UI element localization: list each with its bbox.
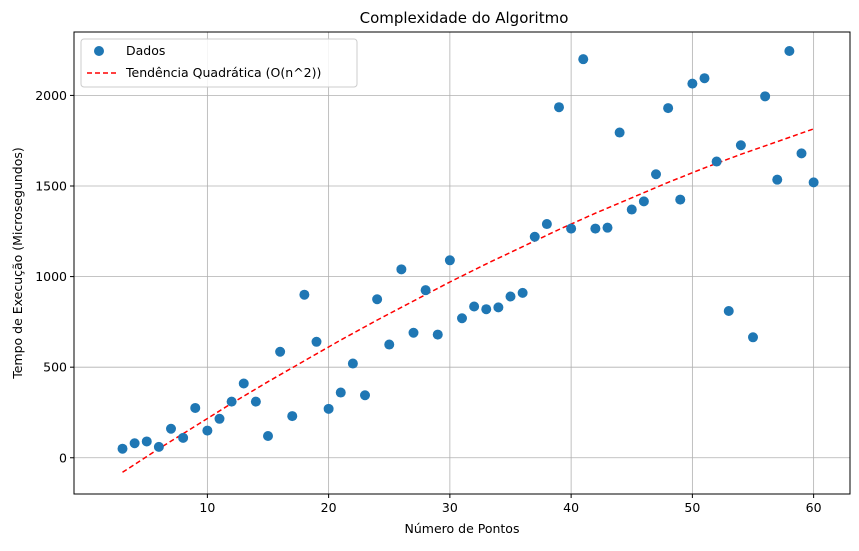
data-point bbox=[675, 194, 686, 205]
legend-label-dados: Dados bbox=[126, 43, 165, 58]
data-point bbox=[529, 231, 540, 242]
data-point bbox=[190, 402, 201, 413]
data-point bbox=[566, 223, 577, 234]
data-point bbox=[505, 291, 516, 302]
data-point bbox=[699, 73, 710, 84]
y-axis-label: Tempo de Execução (Microsegundos) bbox=[10, 147, 25, 380]
data-point bbox=[396, 264, 407, 275]
y-tick-label: 2000 bbox=[35, 88, 67, 103]
chart-title: Complexidade do Algoritmo bbox=[360, 9, 569, 27]
data-point bbox=[384, 339, 395, 350]
data-point bbox=[651, 169, 661, 180]
data-point bbox=[287, 411, 298, 422]
plot-frame bbox=[73, 31, 851, 495]
x-tick-label: 10 bbox=[199, 500, 215, 515]
data-point bbox=[748, 332, 758, 343]
legend: Dados Tendência Quadrática (O(n^2)) bbox=[80, 38, 358, 88]
grid-lines bbox=[74, 32, 850, 494]
legend-label-trend: Tendência Quadrática (O(n^2)) bbox=[125, 65, 321, 80]
data-point bbox=[347, 358, 358, 369]
x-tick-label: 30 bbox=[442, 500, 458, 515]
data-point bbox=[796, 148, 807, 159]
data-point bbox=[360, 390, 370, 401]
trend-line-layer bbox=[122, 128, 814, 473]
data-point bbox=[687, 78, 698, 89]
data-point bbox=[772, 174, 783, 185]
data-point bbox=[250, 396, 261, 407]
data-point bbox=[166, 423, 176, 434]
y-tick-label: 1000 bbox=[35, 269, 67, 284]
x-tick-label: 50 bbox=[684, 500, 700, 515]
data-points-layer bbox=[117, 46, 819, 454]
trend-line bbox=[122, 128, 814, 473]
data-point bbox=[432, 329, 443, 340]
data-point bbox=[153, 441, 164, 452]
data-point bbox=[602, 222, 613, 233]
data-point bbox=[554, 102, 564, 113]
data-point bbox=[493, 302, 504, 313]
data-point bbox=[323, 403, 334, 414]
axis-ticks: 10 20 30 40 50 60 0 500 1000 1500 2000 bbox=[35, 88, 821, 515]
y-tick-label: 1500 bbox=[35, 179, 67, 194]
data-point bbox=[638, 196, 649, 207]
data-point bbox=[626, 204, 637, 215]
x-tick-label: 40 bbox=[563, 500, 579, 515]
data-point bbox=[735, 140, 746, 151]
data-point bbox=[590, 223, 601, 234]
data-point bbox=[263, 431, 273, 442]
data-point bbox=[517, 287, 528, 298]
data-point bbox=[299, 289, 310, 300]
data-point bbox=[614, 127, 625, 138]
data-point bbox=[663, 103, 674, 114]
data-point bbox=[541, 219, 552, 230]
x-axis-label: Número de Pontos bbox=[405, 521, 520, 536]
data-point bbox=[141, 436, 152, 447]
data-point bbox=[311, 336, 322, 347]
data-point bbox=[178, 432, 189, 443]
y-tick-label: 0 bbox=[59, 450, 67, 465]
data-point bbox=[784, 46, 795, 57]
data-point bbox=[481, 304, 492, 315]
data-point bbox=[469, 301, 480, 312]
data-point bbox=[711, 156, 722, 167]
data-point bbox=[457, 313, 467, 324]
data-point bbox=[760, 91, 771, 102]
data-point bbox=[808, 177, 819, 188]
x-tick-label: 20 bbox=[321, 500, 337, 515]
legend-marker-dados bbox=[94, 46, 104, 56]
x-tick-label: 60 bbox=[806, 500, 822, 515]
data-point bbox=[420, 285, 431, 296]
data-point bbox=[117, 443, 128, 454]
data-point bbox=[335, 387, 346, 398]
data-point bbox=[238, 378, 249, 389]
data-point bbox=[226, 396, 237, 407]
data-point bbox=[408, 327, 419, 338]
y-tick-label: 500 bbox=[43, 360, 67, 375]
data-point bbox=[444, 255, 455, 266]
data-point bbox=[723, 306, 734, 317]
data-point bbox=[202, 425, 213, 436]
data-point bbox=[275, 346, 286, 357]
legend-box bbox=[80, 38, 358, 88]
data-point bbox=[578, 54, 589, 65]
data-point bbox=[129, 438, 140, 449]
data-point bbox=[372, 294, 383, 305]
data-point bbox=[214, 413, 225, 424]
